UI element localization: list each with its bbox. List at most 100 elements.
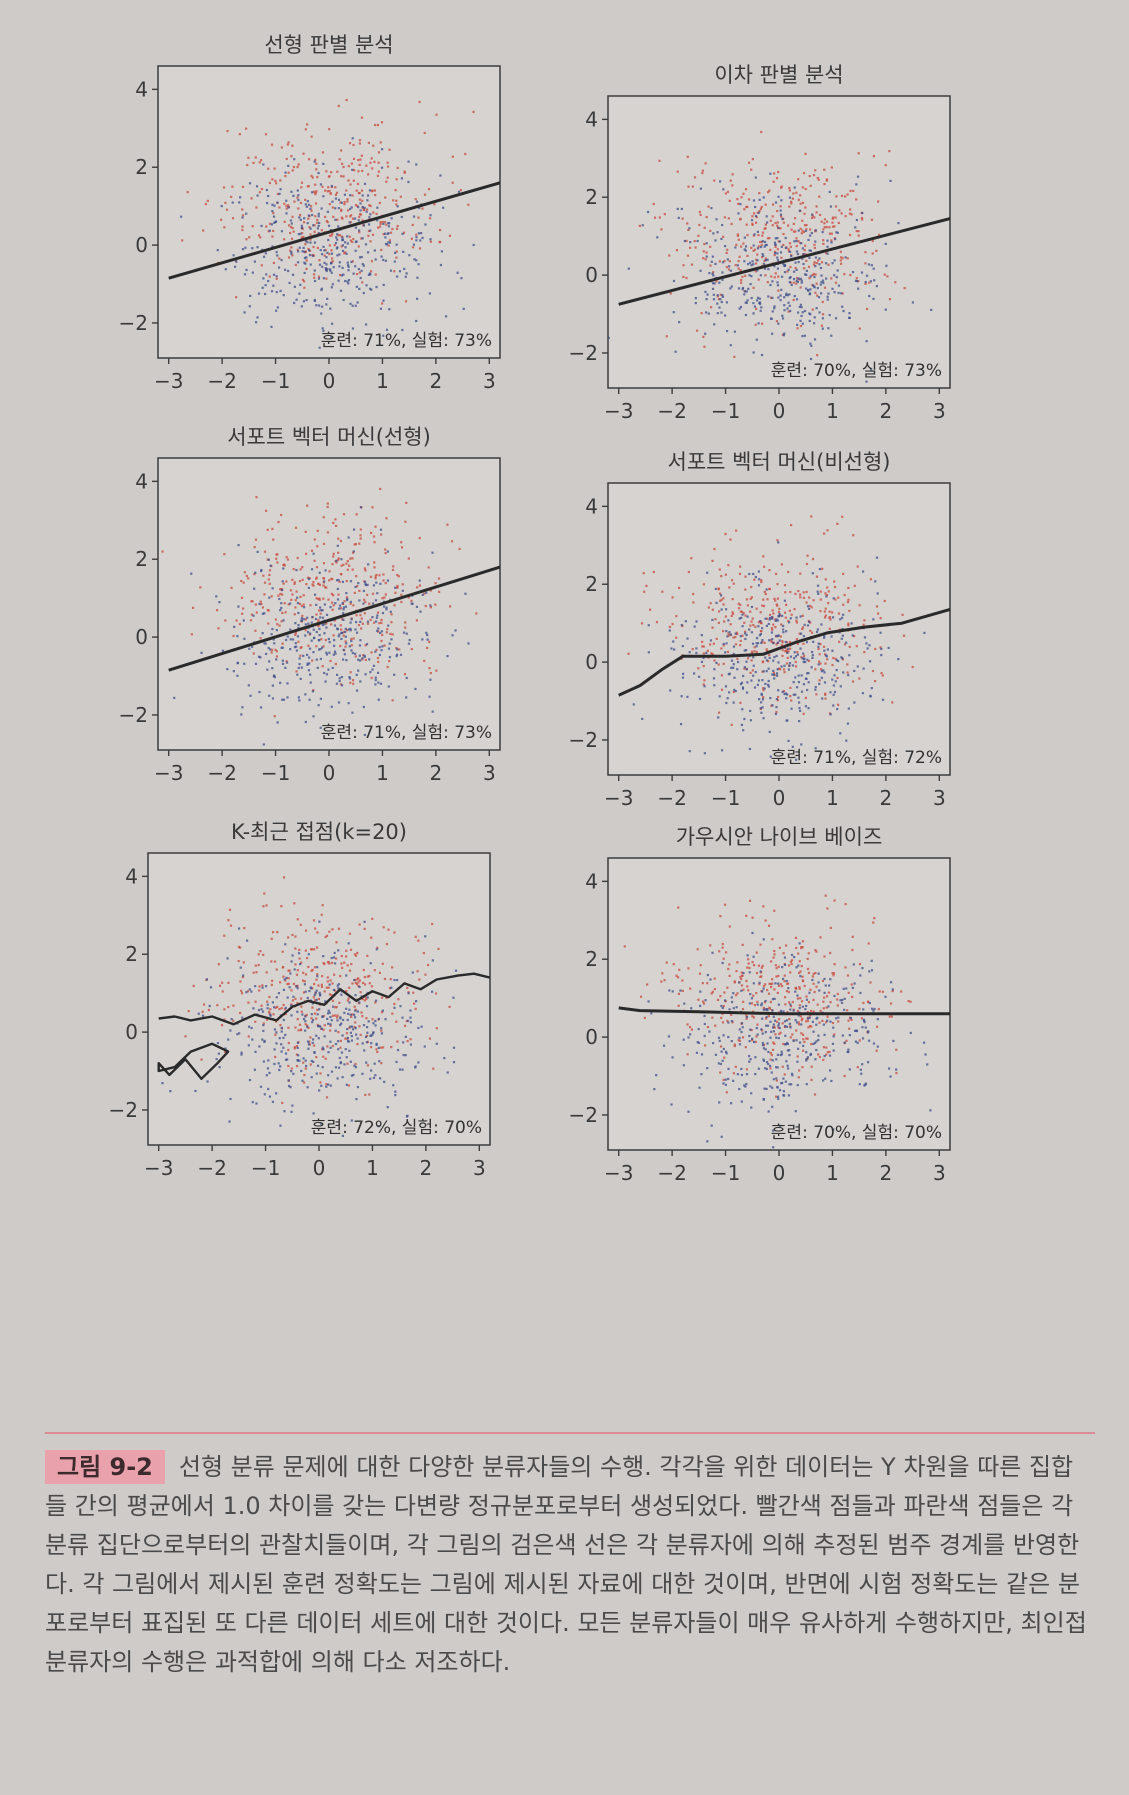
point-blue <box>313 269 316 272</box>
point-red <box>338 158 341 161</box>
point-blue <box>309 227 312 230</box>
point-red <box>347 179 350 182</box>
point-blue <box>371 602 375 605</box>
point-blue <box>280 1026 283 1030</box>
point-red <box>798 1069 801 1072</box>
point-blue <box>350 260 353 264</box>
point-red <box>423 659 426 662</box>
point-blue <box>795 1021 799 1024</box>
point-blue <box>772 1030 776 1033</box>
point-red <box>761 322 764 325</box>
point-blue <box>814 1058 817 1061</box>
point-blue <box>374 1074 377 1077</box>
point-red <box>287 1048 290 1052</box>
point-red <box>360 116 364 119</box>
point-blue <box>431 710 434 713</box>
point-red <box>712 271 715 274</box>
point-red <box>795 621 799 624</box>
point-blue <box>758 634 762 637</box>
point-blue <box>737 287 741 290</box>
point-red <box>828 232 832 235</box>
decision-boundary <box>618 608 950 697</box>
point-blue <box>337 701 341 704</box>
point-blue <box>817 1034 820 1037</box>
point-blue <box>761 639 764 642</box>
point-blue <box>330 956 333 960</box>
point-blue <box>861 966 864 970</box>
point-red <box>378 574 381 577</box>
point-blue <box>745 1016 749 1019</box>
point-red <box>862 623 865 626</box>
point-red <box>826 529 829 532</box>
point-red <box>339 644 342 648</box>
point-red <box>864 251 867 254</box>
point-blue <box>608 336 610 339</box>
point-blue <box>344 635 347 638</box>
point-blue <box>771 673 774 676</box>
point-red <box>235 619 238 622</box>
point-blue <box>710 260 713 263</box>
point-blue <box>752 312 755 315</box>
point-red <box>822 1000 825 1003</box>
point-red <box>247 1035 250 1038</box>
point-red <box>281 1101 284 1105</box>
point-red <box>242 961 245 964</box>
point-red <box>380 1029 383 1032</box>
point-blue <box>344 1048 347 1051</box>
point-red <box>706 1025 710 1029</box>
point-red <box>782 668 786 671</box>
point-blue <box>854 1040 857 1043</box>
point-blue <box>356 1010 359 1013</box>
point-red <box>414 935 417 938</box>
point-red <box>341 618 344 621</box>
point-red <box>363 567 367 570</box>
point-blue <box>352 1073 355 1077</box>
point-red <box>351 240 354 244</box>
point-blue <box>818 682 821 686</box>
point-red <box>806 554 809 557</box>
point-red <box>726 650 730 654</box>
point-blue <box>243 311 246 314</box>
point-red <box>325 622 328 625</box>
point-red <box>758 192 761 195</box>
point-blue <box>308 698 311 701</box>
point-red <box>337 104 340 108</box>
point-red <box>758 983 761 986</box>
point-blue <box>264 252 267 255</box>
point-red <box>777 610 781 613</box>
point-red <box>713 547 716 551</box>
point-blue <box>342 298 345 302</box>
point-red <box>283 602 286 605</box>
point-blue <box>374 1024 377 1027</box>
point-red <box>226 129 229 133</box>
point-blue <box>861 1063 864 1066</box>
x-tick-label: −2 <box>657 1161 686 1185</box>
point-red <box>285 580 288 583</box>
point-blue <box>340 675 344 679</box>
point-red <box>822 239 825 242</box>
point-blue <box>870 368 873 371</box>
point-blue <box>251 247 254 250</box>
point-blue <box>813 322 816 325</box>
point-red <box>795 946 798 950</box>
point-red <box>322 1028 325 1031</box>
point-blue <box>783 692 786 696</box>
point-blue <box>417 1061 420 1064</box>
point-red <box>367 173 370 176</box>
point-red <box>768 982 771 985</box>
point-blue <box>273 642 276 645</box>
point-red <box>325 170 328 173</box>
point-blue <box>821 279 825 282</box>
point-red <box>858 327 861 330</box>
point-blue <box>279 609 282 612</box>
point-red <box>678 968 681 971</box>
point-red <box>813 990 816 994</box>
point-blue <box>865 380 868 383</box>
point-blue <box>862 667 865 670</box>
point-blue <box>790 1072 794 1075</box>
point-red <box>836 522 839 525</box>
point-blue <box>795 239 798 243</box>
point-blue <box>861 570 865 573</box>
point-blue <box>767 1062 770 1066</box>
point-blue <box>281 580 284 583</box>
